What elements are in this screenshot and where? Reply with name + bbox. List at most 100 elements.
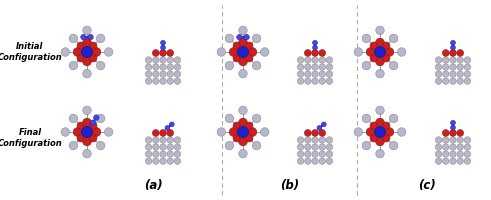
Circle shape — [82, 46, 92, 58]
Circle shape — [217, 128, 225, 136]
Circle shape — [160, 130, 166, 136]
Circle shape — [370, 55, 377, 62]
Circle shape — [145, 137, 152, 143]
Circle shape — [105, 48, 113, 56]
Circle shape — [436, 158, 442, 164]
Circle shape — [385, 128, 394, 136]
Circle shape — [451, 40, 455, 45]
Circle shape — [238, 46, 248, 58]
Circle shape — [260, 128, 269, 136]
Circle shape — [376, 118, 384, 127]
Circle shape — [457, 151, 464, 157]
Circle shape — [304, 151, 311, 157]
Circle shape — [160, 158, 166, 164]
Circle shape — [153, 71, 159, 77]
Circle shape — [436, 137, 442, 143]
Circle shape — [317, 126, 322, 130]
Circle shape — [464, 151, 470, 157]
Circle shape — [312, 71, 318, 77]
Circle shape — [385, 48, 394, 56]
Circle shape — [217, 48, 225, 56]
Circle shape — [451, 120, 455, 125]
Circle shape — [322, 122, 326, 127]
Circle shape — [375, 46, 385, 58]
Circle shape — [82, 126, 92, 138]
Circle shape — [246, 55, 253, 62]
Circle shape — [174, 78, 181, 84]
Circle shape — [312, 78, 318, 84]
Circle shape — [457, 57, 464, 63]
Circle shape — [152, 130, 159, 136]
Circle shape — [326, 71, 332, 77]
Circle shape — [451, 125, 455, 130]
Circle shape — [174, 57, 181, 63]
Circle shape — [145, 71, 152, 77]
Circle shape — [326, 137, 332, 143]
Circle shape — [312, 137, 318, 143]
Circle shape — [354, 128, 362, 136]
Circle shape — [145, 78, 152, 84]
Circle shape — [312, 57, 318, 63]
Circle shape — [383, 55, 390, 62]
Circle shape — [354, 48, 362, 56]
Circle shape — [376, 137, 384, 146]
Circle shape — [88, 34, 93, 40]
Circle shape — [376, 57, 384, 66]
Circle shape — [83, 69, 91, 78]
Circle shape — [167, 50, 173, 56]
Circle shape — [436, 144, 442, 150]
Circle shape — [319, 71, 326, 77]
Circle shape — [326, 64, 332, 70]
Circle shape — [376, 38, 384, 47]
Circle shape — [326, 78, 332, 84]
Circle shape — [239, 137, 247, 146]
Circle shape — [239, 38, 247, 47]
Circle shape — [252, 141, 261, 150]
Circle shape — [319, 50, 326, 56]
Circle shape — [233, 55, 240, 62]
Circle shape — [450, 137, 456, 143]
Circle shape — [450, 71, 456, 77]
Circle shape — [229, 128, 238, 136]
Circle shape — [326, 144, 332, 150]
Circle shape — [451, 45, 455, 50]
Circle shape — [457, 71, 464, 77]
Circle shape — [145, 151, 152, 157]
Circle shape — [90, 122, 97, 129]
Circle shape — [375, 126, 385, 138]
Circle shape — [167, 158, 173, 164]
Circle shape — [442, 144, 449, 150]
Circle shape — [246, 42, 253, 49]
Circle shape — [304, 50, 311, 56]
Circle shape — [326, 151, 332, 157]
Circle shape — [312, 130, 318, 136]
Circle shape — [77, 55, 84, 62]
Circle shape — [161, 40, 165, 45]
Circle shape — [389, 114, 398, 123]
Circle shape — [77, 42, 84, 49]
Circle shape — [464, 64, 470, 70]
Circle shape — [225, 141, 234, 150]
Circle shape — [457, 158, 464, 164]
Circle shape — [442, 71, 449, 77]
Circle shape — [248, 128, 257, 136]
Circle shape — [442, 130, 449, 136]
Circle shape — [319, 130, 326, 136]
Circle shape — [90, 120, 96, 125]
Circle shape — [319, 78, 326, 84]
Circle shape — [81, 34, 86, 40]
Circle shape — [366, 128, 375, 136]
Circle shape — [436, 57, 442, 63]
Circle shape — [313, 45, 317, 50]
Circle shape — [160, 50, 166, 56]
Circle shape — [145, 144, 152, 150]
Circle shape — [376, 69, 384, 78]
Circle shape — [383, 135, 390, 142]
Circle shape — [457, 50, 464, 56]
Circle shape — [239, 149, 247, 158]
Circle shape — [457, 144, 464, 150]
Circle shape — [370, 135, 377, 142]
Circle shape — [246, 135, 253, 142]
Circle shape — [383, 122, 390, 129]
Circle shape — [298, 64, 304, 70]
